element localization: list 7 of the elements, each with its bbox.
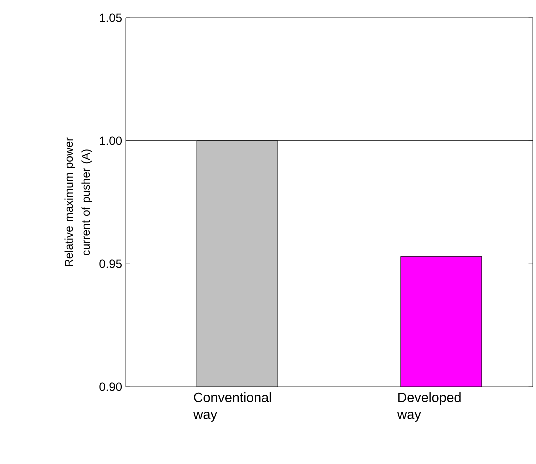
y-tick-label: 0.90 — [100, 382, 122, 392]
y-tick-label: 1.00 — [100, 136, 122, 146]
y-tick-label: 0.95 — [100, 260, 122, 268]
x-tick-label: Developed way — [397, 392, 461, 422]
x-tick-label: Conventional way — [194, 392, 272, 422]
y-axis-title: Relative maximum power current of pusher (A) — [64, 138, 92, 267]
y-tick-label: 1.05 — [100, 14, 122, 22]
